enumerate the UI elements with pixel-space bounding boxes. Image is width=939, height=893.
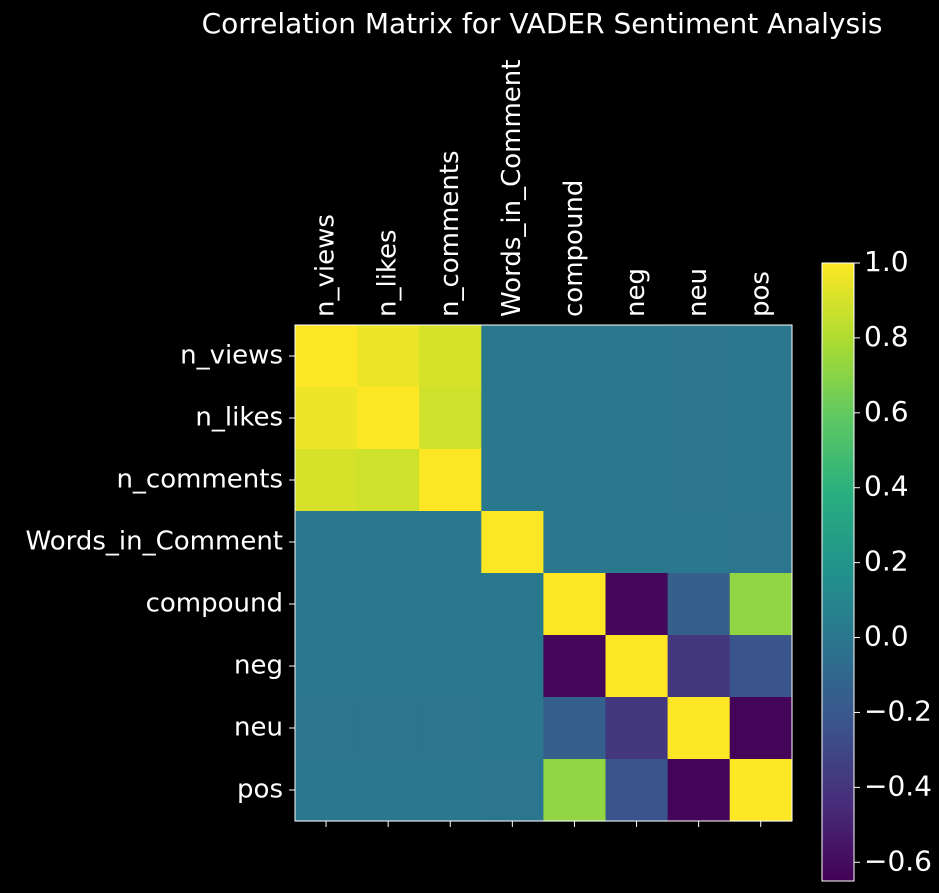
x-tick-label-n_views: n_views (311, 214, 341, 317)
heatmap-cell-n_views-n_likes (357, 325, 420, 388)
heatmap-cell-compound-n_views (295, 573, 358, 636)
heatmap-cell-neu-n_likes (357, 697, 420, 760)
x-tick-labels: n_views n_likes n_comments Words_in_Comment… (311, 60, 775, 827)
heatmap-cells (295, 325, 793, 822)
heatmap-cell-n_likes-n_comments (419, 387, 482, 450)
heatmap-cell-n_likes-pos (729, 387, 793, 450)
y-tick-label-neu: neu (234, 713, 283, 743)
heatmap-cell-n_views-n_views (295, 325, 358, 388)
heatmap-cell-pos-neu (667, 759, 731, 822)
heatmap-cell-pos-n_comments (419, 759, 482, 822)
colorbar-gradient (821, 262, 855, 882)
heatmap-cell-compound-n_comments (419, 573, 482, 636)
colorbar-tick-label: −0.6 (864, 844, 932, 877)
heatmap-cell-neg-Words_in_Comment (481, 635, 544, 698)
heatmap-cell-n_likes-Words_in_Comment (481, 387, 544, 450)
heatmap-cell-n_comments-neu (667, 449, 731, 512)
colorbar-tick-label: 0.4 (864, 470, 909, 503)
heatmap-cell-compound-compound (543, 573, 607, 636)
heatmap-cell-n_likes-compound (543, 387, 607, 450)
heatmap-cell-pos-Words_in_Comment (481, 759, 544, 822)
heatmap-cell-Words_in_Comment-pos (729, 511, 793, 574)
colorbar-tick-label: 0.8 (864, 320, 909, 353)
heatmap-cell-n_comments-pos (729, 449, 793, 512)
heatmap-cell-Words_in_Comment-neu (667, 511, 731, 574)
heatmap-cell-neu-n_views (295, 697, 358, 760)
heatmap-cell-neu-Words_in_Comment (481, 697, 544, 760)
colorbar-ticks: 1.0 0.8 0.6 0.4 0.2 0.0 −0.2 −0.4 −0.6 (854, 245, 932, 877)
heatmap-cell-n_views-n_comments (419, 325, 482, 388)
heatmap-cell-n_views-pos (729, 325, 793, 388)
x-tick-label-n_likes: n_likes (373, 229, 403, 317)
heatmap-cell-compound-n_likes (357, 573, 420, 636)
heatmap-cell-n_views-compound (543, 325, 607, 388)
heatmap-cell-pos-neg (605, 759, 669, 822)
y-tick-label-pos: pos (237, 775, 283, 805)
colorbar-tick-label: 0.2 (864, 545, 909, 578)
heatmap-cell-neu-neu (667, 697, 731, 760)
colorbar-tick-label: −0.2 (864, 694, 932, 727)
heatmap-cell-Words_in_Comment-n_views (295, 511, 358, 574)
x-tick-label-compound: compound (559, 180, 589, 317)
colorbar-tick-label: 0.6 (864, 395, 909, 428)
heatmap-cell-neg-n_likes (357, 635, 420, 698)
heatmap-cell-neu-compound (543, 697, 607, 760)
heatmap-cell-n_views-neu (667, 325, 731, 388)
heatmap-cell-neu-n_comments (419, 697, 482, 760)
colorbar-tick-label: 1.0 (864, 245, 909, 278)
heatmap-cell-neu-neg (605, 697, 669, 760)
heatmap-cell-pos-n_views (295, 759, 358, 822)
heatmap-cell-pos-pos (729, 759, 793, 822)
heatmap-cell-compound-neg (605, 573, 669, 636)
heatmap-cell-compound-neu (667, 573, 731, 636)
heatmap-cell-neg-pos (729, 635, 793, 698)
heatmap-cell-Words_in_Comment-neg (605, 511, 669, 574)
heatmap-cell-n_comments-Words_in_Comment (481, 449, 544, 512)
heatmap-cell-neg-neg (605, 635, 669, 698)
heatmap-cell-Words_in_Comment-Words_in_Comment (481, 511, 544, 574)
y-tick-label-n_comments: n_comments (116, 465, 283, 495)
colorbar-tick-label: −0.4 (864, 769, 932, 802)
heatmap-cell-n_comments-n_views (295, 449, 358, 512)
heatmap-cell-n_likes-neg (605, 387, 669, 450)
heatmap-cell-Words_in_Comment-n_likes (357, 511, 420, 574)
heatmap-cell-n_likes-n_views (295, 387, 358, 450)
heatmap-cell-n_comments-n_comments (419, 449, 482, 512)
x-tick-label-n_comments: n_comments (435, 150, 465, 317)
x-tick-label-neg: neg (621, 268, 651, 317)
chart-title: Correlation Matrix for VADER Sentiment A… (202, 7, 883, 40)
heatmap-frame (294, 324, 793, 822)
x-tick-label-Words_in_Comment: Words_in_Comment (497, 60, 527, 317)
y-tick-labels: n_views n_likes n_comments Words_in_Comment… (26, 341, 295, 805)
heatmap-cell-compound-Words_in_Comment (481, 573, 544, 636)
heatmap-cell-n_views-neg (605, 325, 669, 388)
heatmap-cell-neg-n_comments (419, 635, 482, 698)
heatmap-cell-n_views-Words_in_Comment (481, 325, 544, 388)
heatmap-cell-n_comments-n_likes (357, 449, 420, 512)
heatmap-cell-n_comments-neg (605, 449, 669, 512)
y-tick-label-n_views: n_views (180, 341, 283, 371)
heatmap-cell-neg-neu (667, 635, 731, 698)
heatmap-cell-pos-n_likes (357, 759, 420, 822)
heatmap-cell-neg-n_views (295, 635, 358, 698)
y-tick-label-n_likes: n_likes (195, 403, 283, 433)
x-tick-label-pos: pos (745, 271, 775, 317)
heatmap-cell-neu-pos (729, 697, 793, 760)
heatmap-cell-pos-compound (543, 759, 607, 822)
heatmap-cell-n_comments-compound (543, 449, 607, 512)
heatmap-cell-Words_in_Comment-n_comments (419, 511, 482, 574)
heatmap-cell-neg-compound (543, 635, 607, 698)
colorbar-tick-label: 0.0 (864, 620, 909, 653)
y-tick-label-compound: compound (146, 589, 283, 619)
x-tick-label-neu: neu (683, 268, 713, 317)
heatmap-cell-n_likes-n_likes (357, 387, 420, 450)
colorbar: 1.0 0.8 0.6 0.4 0.2 0.0 −0.2 −0.4 −0.6 (821, 245, 932, 882)
heatmap-cell-Words_in_Comment-compound (543, 511, 607, 574)
y-tick-label-Words_in_Comment: Words_in_Comment (26, 527, 283, 557)
heatmap-cell-n_likes-neu (667, 387, 731, 450)
y-tick-label-neg: neg (234, 651, 283, 681)
heatmap-cell-compound-pos (729, 573, 793, 636)
